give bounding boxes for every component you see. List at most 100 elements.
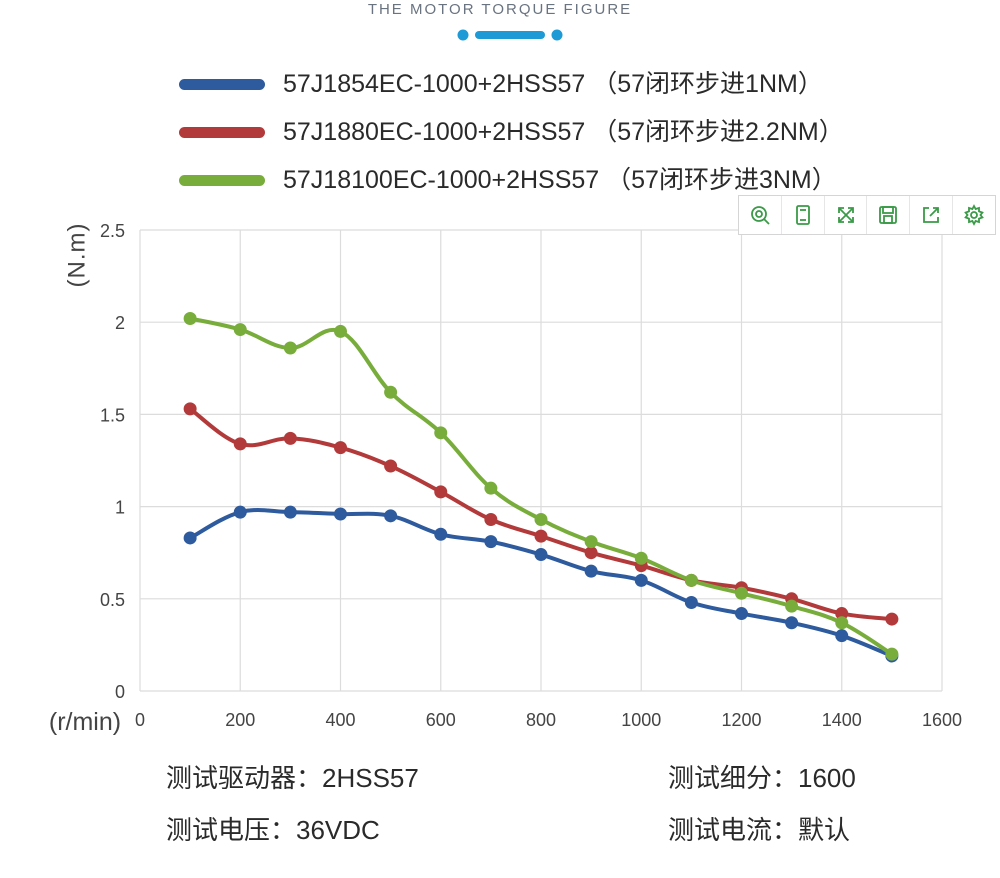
series-lines — [183, 312, 899, 663]
page-title: THE MOTOR TORQUE FIGURE — [367, 1, 633, 18]
x-tick-label: 1200 — [721, 710, 761, 730]
test-current-value: 默认 — [798, 815, 851, 845]
x-axis-label: (r/min) — [49, 708, 121, 736]
data-point-series-2[interactable] — [233, 437, 247, 451]
data-point-series-2[interactable] — [283, 431, 297, 445]
test-driver-label: 测试驱动器： — [166, 763, 323, 793]
test-current-label: 测试电流： — [668, 815, 799, 845]
data-point-series-1[interactable] — [384, 509, 398, 523]
data-point-series-1[interactable] — [334, 507, 347, 521]
deco-dot-left — [457, 29, 469, 41]
data-point-series-1[interactable] — [434, 527, 448, 541]
test-microstep: 测试细分：1600 — [668, 760, 856, 796]
legend-swatch — [179, 175, 265, 186]
data-point-series-2[interactable] — [434, 485, 448, 499]
data-point-series-2[interactable] — [885, 612, 899, 626]
data-point-series-1[interactable] — [183, 531, 197, 545]
data-point-series-1[interactable] — [283, 505, 297, 519]
data-point-series-2[interactable] — [534, 529, 548, 543]
data-point-series-3[interactable] — [434, 426, 448, 440]
settings-icon — [964, 204, 984, 226]
data-point-series-3[interactable] — [835, 616, 849, 630]
x-tick-label: 1400 — [822, 710, 862, 730]
legend-item-3nm[interactable]: 57J18100EC-1000+2HSS57 （57闭环步进3NM） — [175, 160, 895, 208]
y-axis-label: (N.m) — [63, 223, 90, 288]
test-voltage: 测试电压：36VDC — [166, 812, 380, 848]
test-voltage-label: 测试电压： — [166, 815, 297, 845]
legend-swatch — [179, 127, 265, 138]
legend-label: 57J18100EC-1000+2HSS57 （57闭环步进3NM） — [283, 166, 837, 194]
data-point-series-3[interactable] — [634, 551, 648, 565]
data-point-series-3[interactable] — [885, 647, 899, 661]
test-current: 测试电流：默认 — [668, 812, 850, 848]
grid — [139, 229, 943, 692]
data-point-series-3[interactable] — [334, 324, 347, 338]
x-tick-label: 1000 — [621, 710, 661, 730]
data-point-series-1[interactable] — [684, 595, 698, 609]
legend-item-1nm[interactable]: 57J1854EC-1000+2HSS57 （57闭环步进1NM） — [175, 64, 895, 112]
data-point-series-1[interactable] — [735, 607, 748, 621]
data-point-series-2[interactable] — [183, 402, 197, 416]
fullscreen-button[interactable] — [823, 196, 867, 234]
data-point-series-2[interactable] — [384, 459, 398, 473]
settings-button[interactable] — [952, 196, 995, 234]
share-icon — [923, 207, 940, 223]
data-point-series-3[interactable] — [584, 535, 598, 549]
chart-legend: 57J1854EC-1000+2HSS57 （57闭环步进1NM） 57J188… — [175, 64, 895, 208]
data-point-series-2[interactable] — [484, 513, 498, 527]
y-tick-label: 0.5 — [100, 590, 125, 610]
data-point-series-3[interactable] — [684, 573, 698, 587]
data-point-series-3[interactable] — [484, 481, 498, 495]
data-point-series-3[interactable] — [785, 599, 799, 613]
zoom-icon — [751, 206, 770, 225]
data-point-series-3[interactable] — [283, 341, 297, 355]
x-tick-label: 800 — [526, 710, 556, 730]
series-line-3 — [188, 316, 894, 657]
x-tick-label: 600 — [426, 710, 456, 730]
data-point-series-1[interactable] — [634, 573, 648, 587]
data-point-series-2[interactable] — [334, 441, 347, 455]
tick-labels: 0 200 400 600 800 1000 1200 1400 1600 0 0.5 1 1.5 2 2.… — [100, 221, 962, 730]
y-tick-label: 1.5 — [100, 405, 125, 425]
y-tick-label: 0 — [115, 682, 125, 702]
y-tick-label: 2 — [115, 313, 125, 333]
data-point-series-1[interactable] — [835, 629, 849, 643]
x-tick-label: 400 — [325, 710, 355, 730]
fullscreen-icon — [837, 207, 854, 223]
data-point-series-1[interactable] — [233, 505, 247, 519]
zoom-button[interactable] — [739, 196, 781, 234]
title-decoration — [457, 29, 563, 41]
test-voltage-value: 36VDC — [296, 815, 380, 845]
data-point-series-1[interactable] — [484, 535, 498, 549]
test-microstep-value: 1600 — [798, 763, 856, 793]
data-point-series-1[interactable] — [534, 548, 548, 562]
x-tick-label: 200 — [225, 710, 255, 730]
data-point-series-3[interactable] — [534, 513, 548, 527]
save-button[interactable] — [866, 196, 909, 234]
x-tick-label: 0 — [135, 710, 145, 730]
data-point-series-2[interactable] — [835, 607, 849, 621]
data-point-series-3[interactable] — [384, 385, 398, 399]
data-point-series-2[interactable] — [584, 546, 598, 560]
legend-label: 57J1854EC-1000+2HSS57 （57闭环步进1NM） — [283, 70, 823, 98]
x-tick-label: 1600 — [922, 710, 962, 730]
legend-label: 57J1880EC-1000+2HSS57 （57闭环步进2.2NM） — [283, 118, 844, 146]
legend-swatch — [179, 79, 265, 90]
test-driver-value: 2HSS57 — [322, 763, 419, 793]
data-view-button[interactable] — [780, 196, 824, 234]
y-tick-label: 1 — [115, 498, 125, 518]
save-icon — [879, 206, 898, 224]
test-microstep-label: 测试细分： — [668, 763, 799, 793]
data-point-series-3[interactable] — [735, 586, 748, 600]
data-point-series-3[interactable] — [233, 323, 247, 337]
share-button[interactable] — [909, 196, 952, 234]
data-point-series-1[interactable] — [785, 616, 799, 630]
data-view-icon — [795, 205, 810, 225]
legend-item-2.2nm[interactable]: 57J1880EC-1000+2HSS57 （57闭环步进2.2NM） — [175, 112, 895, 160]
data-point-series-1[interactable] — [584, 564, 598, 578]
data-point-series-3[interactable] — [183, 312, 197, 326]
test-driver: 测试驱动器：2HSS57 — [166, 760, 419, 796]
deco-dot-right — [551, 29, 563, 41]
torque-line-chart: 0 200 400 600 800 1000 1200 1400 1600 0 0.5 1 1.5 2 2.… — [49, 221, 962, 736]
y-tick-label: 2.5 — [100, 221, 125, 241]
